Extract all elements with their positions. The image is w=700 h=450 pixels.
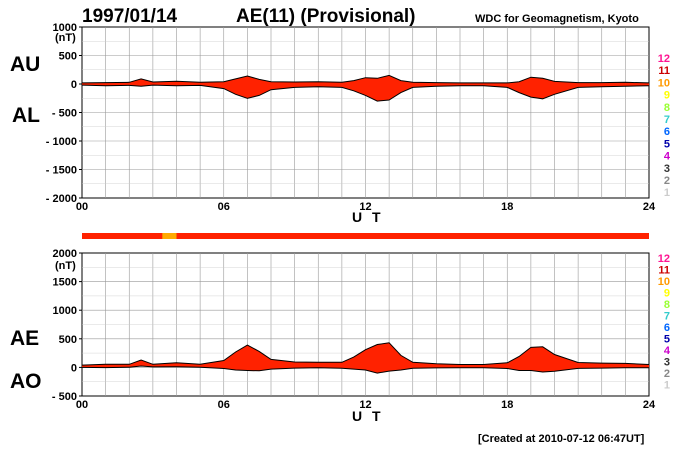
station-legend-item: 8 xyxy=(664,299,670,311)
x-tick-label: 24 xyxy=(643,399,656,411)
y-tick-label: 500 xyxy=(59,51,77,63)
series-area xyxy=(81,342,650,374)
station-legend-item: 11 xyxy=(658,265,670,277)
station-legend-item: 10 xyxy=(658,77,670,89)
series-line-au xyxy=(81,74,650,84)
x-tick-label: 18 xyxy=(501,201,513,213)
unit-label: (nT) xyxy=(55,32,76,44)
series-line-ao xyxy=(81,365,649,374)
y-tick-label: 1000 xyxy=(53,22,77,34)
x-tick-label: 00 xyxy=(76,399,88,411)
station-legend-item: 7 xyxy=(664,311,670,323)
au-label: AU xyxy=(10,53,40,76)
station-legend-item: 2 xyxy=(664,175,670,187)
station-legend-item: 11 xyxy=(658,65,670,77)
x-tick-label: 12 xyxy=(359,201,371,213)
source-label: WDC for Geomagnetism, Kyoto xyxy=(475,13,639,25)
station-legend-item: 1 xyxy=(664,187,670,199)
station-legend-item: 2 xyxy=(664,368,670,380)
station-legend-item: 9 xyxy=(664,90,670,102)
station-legend-item: 4 xyxy=(664,151,671,163)
x-tick-label: 24 xyxy=(643,201,656,213)
ae-label: AE xyxy=(10,327,39,350)
x-tick-label: 06 xyxy=(218,201,230,213)
y-tick-label: 2000 xyxy=(53,248,77,260)
y-tick-label: - 500 xyxy=(52,391,77,403)
unit-label: (nT) xyxy=(55,260,76,272)
station-legend-item: 9 xyxy=(664,288,670,300)
created-timestamp: [Created at 2010-07-12 06:47UT] xyxy=(478,433,645,445)
y-tick-labels: 2000 1500 1000 500 0 - 500 xyxy=(52,248,82,403)
series-line-ae xyxy=(81,342,650,366)
ao-label: AO xyxy=(10,370,42,393)
station-legend-item: 7 xyxy=(664,114,670,126)
station-legend-item: 3 xyxy=(664,163,670,175)
y-tick-label: 0 xyxy=(71,79,77,91)
x-tick-label: 06 xyxy=(218,399,230,411)
station-legend-item: 5 xyxy=(664,334,670,346)
station-legend-item: 12 xyxy=(658,53,670,65)
x-tick-label: 12 xyxy=(359,399,371,411)
al-label: AL xyxy=(12,104,40,127)
x-axis-label: U T xyxy=(352,209,384,225)
station-legend-item: 10 xyxy=(658,276,670,288)
series-area xyxy=(81,74,650,102)
series-fill xyxy=(82,342,649,374)
x-tick-label: 00 xyxy=(76,201,88,213)
grid xyxy=(82,27,649,198)
series-line-al xyxy=(81,84,650,102)
station-legend-item: 6 xyxy=(664,322,670,334)
y-tick-label: 1500 xyxy=(53,277,77,289)
station-legend-item: 1 xyxy=(664,380,670,392)
x-tick-label: 18 xyxy=(501,399,513,411)
grid xyxy=(82,253,649,396)
y-tick-labels: 1000 500 0 - 500 - 1000 - 1500 - 2000 xyxy=(46,22,82,205)
y-tick-label: 1000 xyxy=(53,305,77,317)
station-legend-item: 6 xyxy=(664,126,670,138)
date-label: 1997/01/14 xyxy=(82,6,178,27)
y-tick-label: - 1000 xyxy=(46,136,77,148)
chart-title: AE(11) (Provisional) xyxy=(236,6,416,27)
station-legend-item: 3 xyxy=(664,357,670,369)
x-axis-label: U T xyxy=(352,408,384,424)
station-legend-item: 5 xyxy=(664,138,670,150)
x-tick-labels: 00 06 12 18 24 xyxy=(76,201,656,213)
coverage-bar-main xyxy=(82,233,649,239)
station-legend-item: 12 xyxy=(658,253,670,265)
y-tick-label: 500 xyxy=(59,334,77,346)
station-coverage-bar xyxy=(82,233,649,239)
y-tick-label: - 1500 xyxy=(46,165,77,177)
station-legend-item: 8 xyxy=(664,102,670,114)
station-legend-item: 4 xyxy=(664,345,671,357)
x-tick-labels: 00 06 12 18 24 xyxy=(76,399,656,411)
y-tick-label: 0 xyxy=(71,362,77,374)
y-tick-label: - 2000 xyxy=(46,193,77,205)
coverage-bar-segment xyxy=(162,233,177,239)
y-tick-label: - 500 xyxy=(52,108,77,120)
